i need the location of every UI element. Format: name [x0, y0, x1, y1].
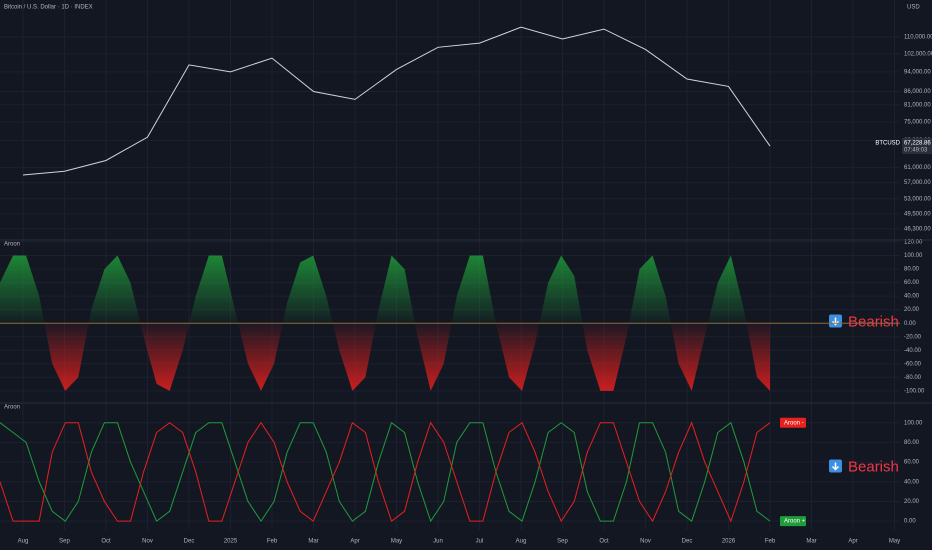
y-tick-label: -80.00	[904, 375, 922, 381]
y-tick-label: 94,000.00	[904, 69, 931, 75]
countdown: 07:49:03	[904, 148, 928, 154]
x-tick-label: Mar	[806, 539, 816, 545]
x-tick-label: Apr	[848, 539, 857, 545]
x-tick-label: Sep	[59, 539, 70, 545]
y-tick-label: 100.00	[904, 420, 923, 426]
y-tick-label: -60.00	[904, 361, 922, 367]
price-line	[22, 26, 771, 176]
price-label: 67,228.86	[904, 141, 931, 147]
y-tick-label: 75,000.00	[904, 119, 931, 125]
legend-label: Aroon -	[784, 420, 804, 426]
x-tick-label: Feb	[267, 539, 278, 545]
y-tick-label: 46,300.00	[904, 226, 931, 232]
y-tick-label: 0.00	[904, 519, 916, 525]
annotation: Bearish	[848, 313, 899, 330]
y-tick-label: 20.00	[904, 499, 920, 505]
price-tag	[902, 138, 932, 155]
x-tick-label: 2026	[722, 539, 736, 545]
y-tick-label: 40.00	[904, 479, 920, 485]
y-tick-label: -100.00	[904, 388, 925, 394]
aroon-line	[0, 421, 771, 523]
y-tick-label: 110,000.00	[904, 35, 932, 41]
aroon-line	[0, 421, 771, 523]
y-tick-label: 60.00	[904, 460, 920, 466]
y-tick-label: 60.00	[904, 280, 920, 286]
x-tick-label: Nov	[640, 539, 651, 545]
legend-tag	[780, 417, 806, 428]
annotation: Bearish	[848, 458, 899, 475]
y-tick-label: 57,000.00	[904, 180, 931, 186]
x-tick-label: Feb	[765, 539, 776, 545]
x-tick-label: May	[391, 539, 402, 545]
x-tick-label: Dec	[682, 539, 693, 545]
x-tick-label: Dec	[184, 539, 195, 545]
x-tick-label: Aug	[18, 539, 29, 545]
x-tick-label: Apr	[350, 539, 359, 545]
x-tick-label: 2025	[224, 539, 238, 545]
y-tick-label: 86,000.00	[904, 89, 931, 95]
x-tick-label: Nov	[142, 539, 153, 545]
y-tick-label: 53,000.00	[904, 196, 931, 202]
chart-title: Bitcoin / U.S. Dollar · 1D · INDEX	[4, 5, 93, 11]
y-tick-label: 100.00	[904, 253, 923, 259]
y-tick-label: -20.00	[904, 334, 922, 340]
y-tick-label: 20.00	[904, 307, 920, 313]
y-tick-label: 0.00	[904, 321, 916, 327]
x-tick-label: Oct	[101, 539, 111, 545]
y-tick-label: 80.00	[904, 267, 920, 273]
bearish-arrow	[831, 462, 840, 471]
legend-label: Aroon +	[784, 519, 806, 525]
x-tick-label: Jul	[476, 539, 484, 545]
x-tick-label: Aug	[516, 539, 527, 545]
legend-tag	[780, 516, 806, 527]
y-tick-label: 61,000.00	[904, 165, 931, 171]
y-tick-label: 102,000.00	[904, 51, 932, 57]
y-tick-label: 81,000.00	[904, 102, 931, 108]
y-tick-label: 49,500.00	[904, 211, 931, 217]
x-tick-label: Jun	[433, 539, 443, 545]
x-tick-label: Oct	[599, 539, 609, 545]
y-tick-label: 40.00	[904, 294, 920, 300]
x-tick-label: Mar	[308, 539, 318, 545]
pane-title: Aroon	[4, 242, 20, 248]
x-tick-label: May	[889, 539, 900, 545]
y-tick-label: 80.00	[904, 440, 920, 446]
symbol-tag: BTCUSD	[875, 141, 900, 147]
currency-label: USD	[907, 5, 920, 11]
y-tick-label: -40.00	[904, 348, 922, 354]
y-tick-label: 120.00	[904, 240, 923, 246]
pane-title: Aroon	[4, 405, 20, 411]
x-tick-label: Sep	[557, 539, 568, 545]
